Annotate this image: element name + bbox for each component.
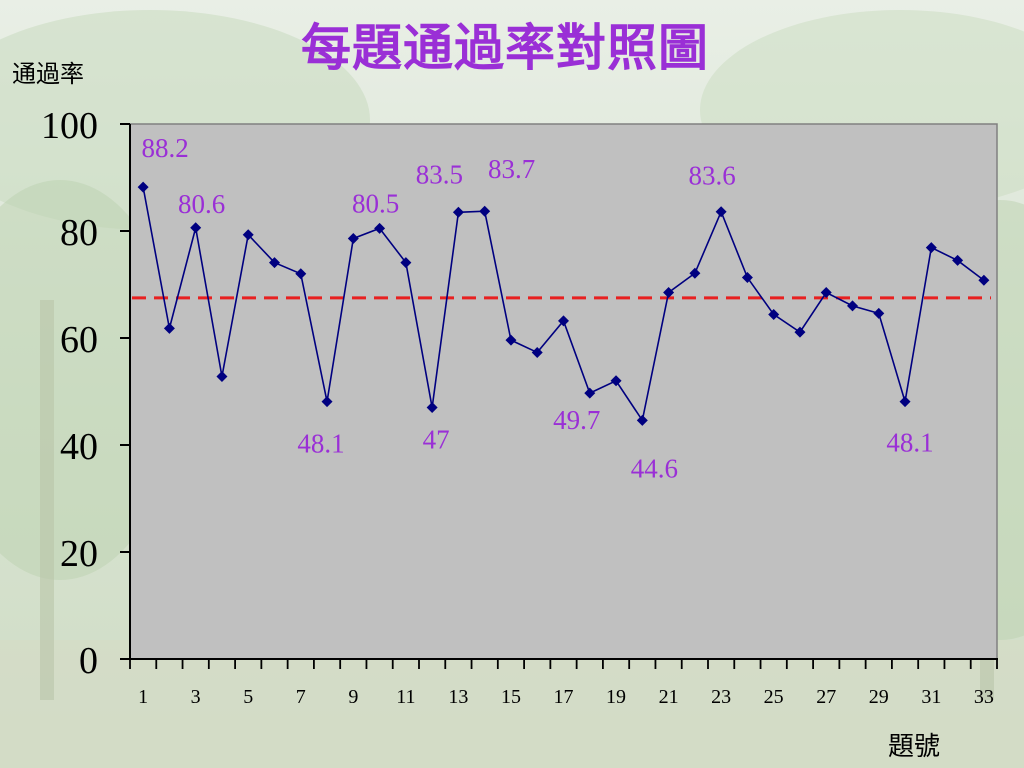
data-label-q12: 47	[423, 425, 450, 455]
data-point-q32	[952, 254, 964, 266]
x-tick-label: 17	[554, 686, 574, 708]
data-point-q33	[978, 274, 990, 286]
data-point-q26	[794, 326, 806, 338]
data-point-q11	[400, 257, 412, 269]
data-point-q1	[137, 181, 149, 193]
x-tick-label: 29	[869, 686, 889, 708]
x-tick-label: 3	[191, 686, 201, 708]
data-point-q9	[347, 232, 359, 244]
data-point-q24	[741, 272, 753, 284]
data-label-q20: 44.6	[631, 453, 678, 483]
x-tick-label: 11	[396, 686, 415, 708]
data-label-q10: 80.5	[352, 188, 399, 218]
x-tick-label: 7	[296, 686, 306, 708]
y-tick-label: 80	[60, 212, 98, 254]
data-point-q31	[925, 242, 937, 254]
data-point-q16	[531, 346, 543, 358]
x-tick-label: 27	[816, 686, 836, 708]
data-point-q10	[374, 222, 386, 234]
data-point-q30	[899, 396, 911, 408]
data-point-q23	[715, 206, 727, 218]
plot-area	[129, 123, 998, 660]
data-point-q3	[190, 222, 202, 234]
data-point-q20	[636, 414, 648, 426]
data-point-q7	[295, 268, 307, 280]
data-point-q5	[242, 229, 254, 241]
data-point-q8	[321, 396, 333, 408]
data-point-q19	[610, 375, 622, 387]
x-tick-label: 33	[974, 686, 994, 708]
x-tick-label: 13	[448, 686, 468, 708]
slide-title: 每題通過率對照圖	[301, 19, 709, 77]
x-tick-label: 5	[243, 686, 253, 708]
data-point-q6	[269, 257, 280, 269]
x-tick-label: 15	[501, 686, 521, 708]
data-label-q8: 48.1	[297, 429, 344, 459]
x-tick-label: 19	[606, 686, 626, 708]
data-label-q1: 88.2	[142, 133, 189, 163]
data-point-q15	[505, 334, 517, 346]
data-point-q25	[768, 308, 780, 320]
data-point-q4	[216, 371, 228, 383]
data-point-q13	[452, 206, 464, 218]
data-label-q13: 83.5	[416, 159, 463, 189]
y-tick-label: 60	[60, 319, 98, 361]
y-tick-label: 40	[60, 426, 98, 468]
data-point-q22	[689, 267, 701, 279]
data-point-q14	[479, 205, 491, 217]
data-point-q2	[163, 322, 175, 334]
data-point-q21	[663, 287, 675, 299]
x-tick-label: 25	[764, 686, 784, 708]
data-label-q14: 83.7	[488, 154, 535, 184]
x-tick-label: 1	[138, 686, 148, 708]
data-label-q30: 48.1	[886, 428, 933, 458]
x-tick-label: 23	[711, 686, 731, 708]
data-point-q28	[847, 300, 858, 312]
data-point-q17	[558, 315, 569, 327]
data-point-q29	[873, 307, 885, 319]
data-label-q3: 80.6	[178, 189, 225, 219]
data-point-q18	[584, 387, 596, 399]
x-tick-label: 9	[348, 686, 358, 708]
y-tick-label: 20	[60, 533, 98, 575]
y-axis-label: 通過率	[12, 60, 84, 88]
x-axis-label: 題號	[888, 732, 941, 762]
data-point-q12	[426, 402, 438, 414]
data-label-q18: 49.7	[553, 405, 600, 435]
data-point-q27	[820, 287, 832, 299]
x-tick-label: 31	[921, 686, 941, 708]
data-label-q23: 83.6	[689, 161, 736, 191]
x-tick-label: 21	[659, 686, 679, 708]
y-tick-label: 100	[41, 105, 98, 147]
y-tick-label: 0	[79, 640, 98, 682]
